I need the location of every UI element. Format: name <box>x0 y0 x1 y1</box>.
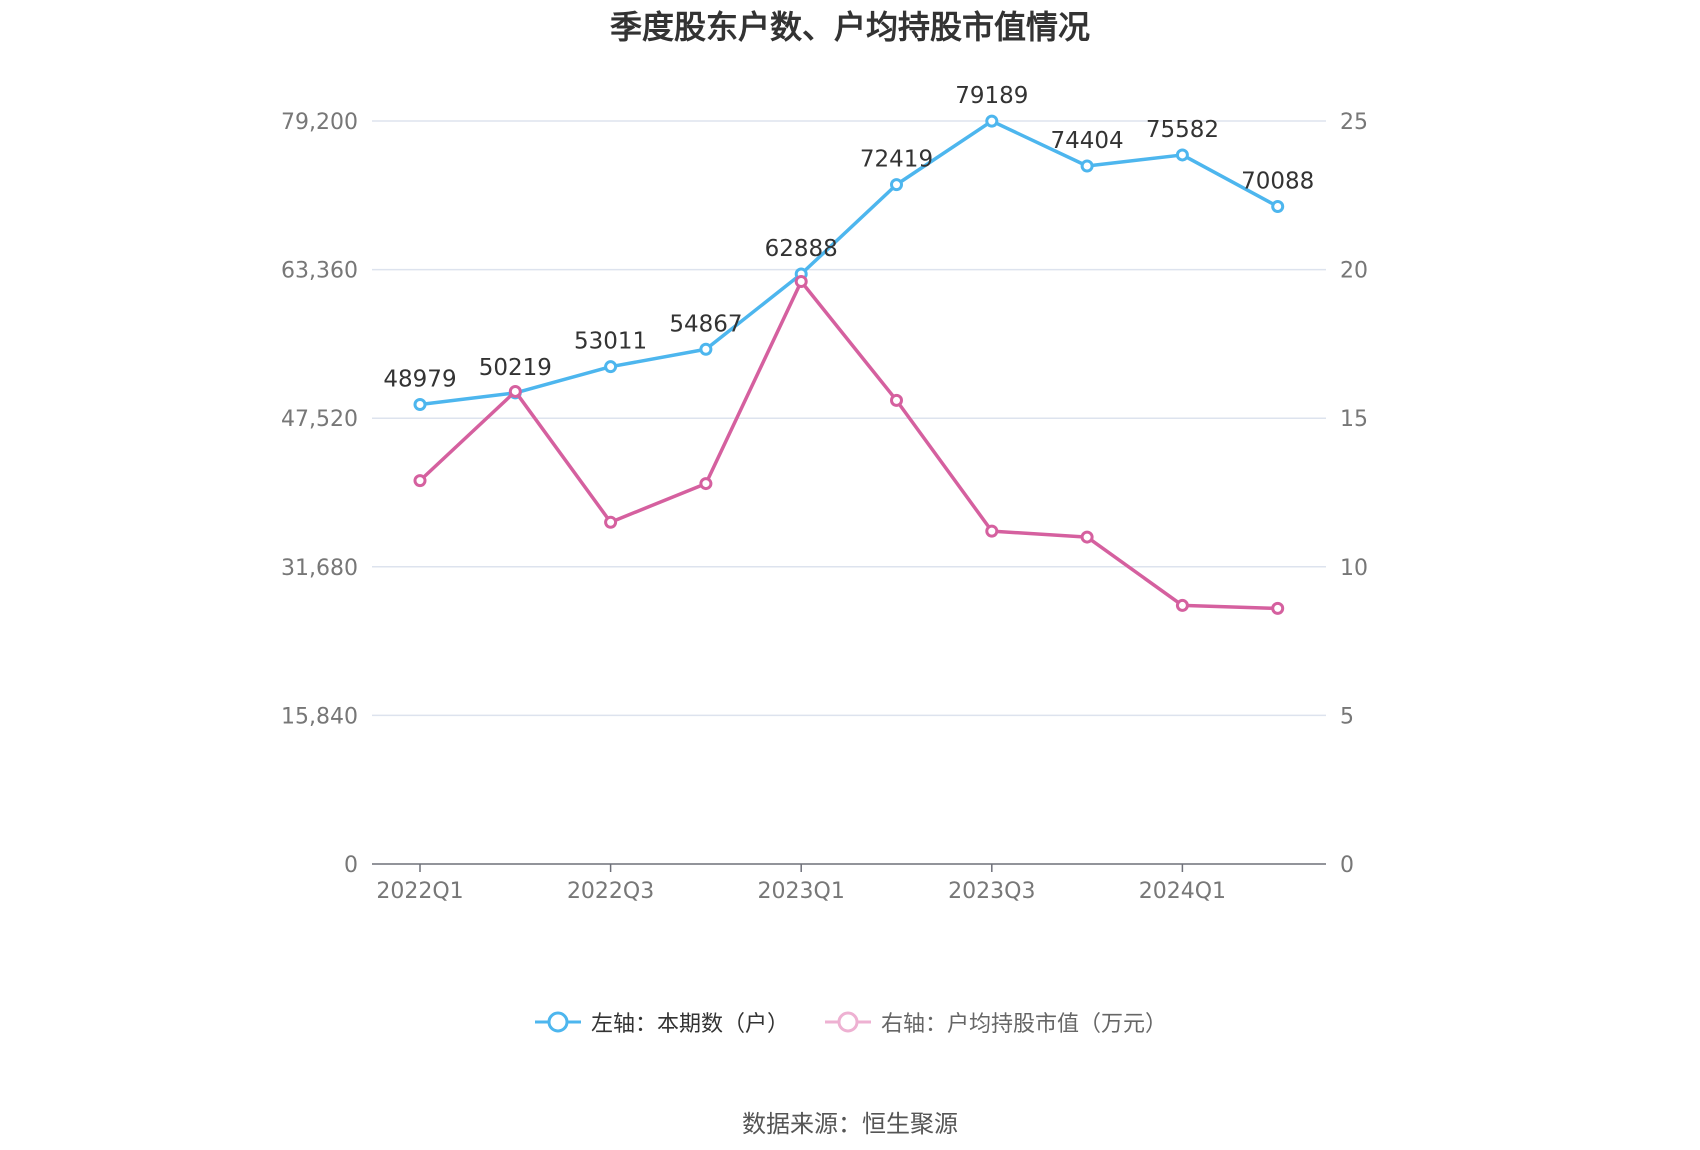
left-axis-tick-label: 0 <box>344 853 358 878</box>
data-point <box>604 360 618 374</box>
data-source-note: 数据来源：恒生聚源 <box>742 1110 958 1138</box>
left-axis-tick-label: 15,840 <box>281 704 358 729</box>
data-label: 62888 <box>765 236 838 262</box>
data-point <box>413 398 427 412</box>
data-label: 72419 <box>860 147 933 173</box>
right-axis-tick-label: 10 <box>1340 556 1368 581</box>
data-point <box>890 178 903 192</box>
data-point <box>508 384 522 398</box>
data-label: 79189 <box>955 83 1028 109</box>
data-point <box>1271 199 1285 213</box>
data-point <box>699 477 713 491</box>
left-axis-tick-label: 63,360 <box>281 259 358 284</box>
right-axis-tick-label: 20 <box>1340 259 1368 284</box>
chart-legend: 左轴：本期数（户） 右轴：户均持股市值（万元） <box>0 1006 1700 1038</box>
data-label: 48979 <box>383 367 456 393</box>
data-label: 50219 <box>479 355 552 381</box>
data-point <box>1175 598 1189 612</box>
right-axis-tick-label: 5 <box>1340 704 1354 729</box>
x-axis-tick-label: 2023Q1 <box>758 879 845 904</box>
data-point <box>890 393 903 407</box>
x-axis-tick-label: 2023Q3 <box>948 879 1035 904</box>
chart-title: 季度股东户数、户均持股市值情况 <box>609 8 1090 46</box>
right-axis-tick-label: 15 <box>1340 407 1368 432</box>
data-point <box>604 515 618 529</box>
series-line-shareholders <box>419 119 1279 407</box>
data-point <box>985 114 999 128</box>
legend-item-right-axis[interactable]: 右轴：户均持股市值（万元） <box>823 1006 1167 1038</box>
legend-item-left-axis[interactable]: 左轴：本期数（户） <box>533 1006 789 1038</box>
data-point <box>413 474 427 488</box>
left-axis-tick-label: 47,520 <box>281 407 358 432</box>
data-label: 74404 <box>1051 128 1124 154</box>
line-circle-icon <box>825 1011 871 1033</box>
data-label: 75582 <box>1146 117 1219 143</box>
legend-label-left-axis: 左轴：本期数（户） <box>590 1012 789 1037</box>
data-label: 54867 <box>669 311 742 337</box>
data-point <box>794 274 808 288</box>
data-point <box>1175 148 1189 162</box>
data-point <box>1080 530 1094 544</box>
x-axis-tick-label: 2022Q3 <box>567 879 654 904</box>
x-axis-tick-label: 2022Q1 <box>376 879 463 904</box>
data-point <box>985 524 999 538</box>
line-circle-icon <box>534 1011 581 1033</box>
series-line-avg-holding-value <box>418 279 1278 611</box>
left-axis-tick-label: 79,200 <box>281 110 358 135</box>
x-axis-tick-label: 2024Q1 <box>1139 879 1226 904</box>
left-axis-tick-label: 31,680 <box>281 556 358 581</box>
right-axis-tick-label: 25 <box>1340 110 1368 135</box>
data-point <box>1080 159 1094 173</box>
data-label: 70088 <box>1241 168 1314 194</box>
legend-label-right-axis: 右轴：户均持股市值（万元） <box>881 1012 1168 1037</box>
data-label: 53011 <box>574 329 647 355</box>
data-point <box>699 342 713 356</box>
data-point <box>1271 601 1285 615</box>
right-axis-tick-label: 0 <box>1340 853 1354 878</box>
